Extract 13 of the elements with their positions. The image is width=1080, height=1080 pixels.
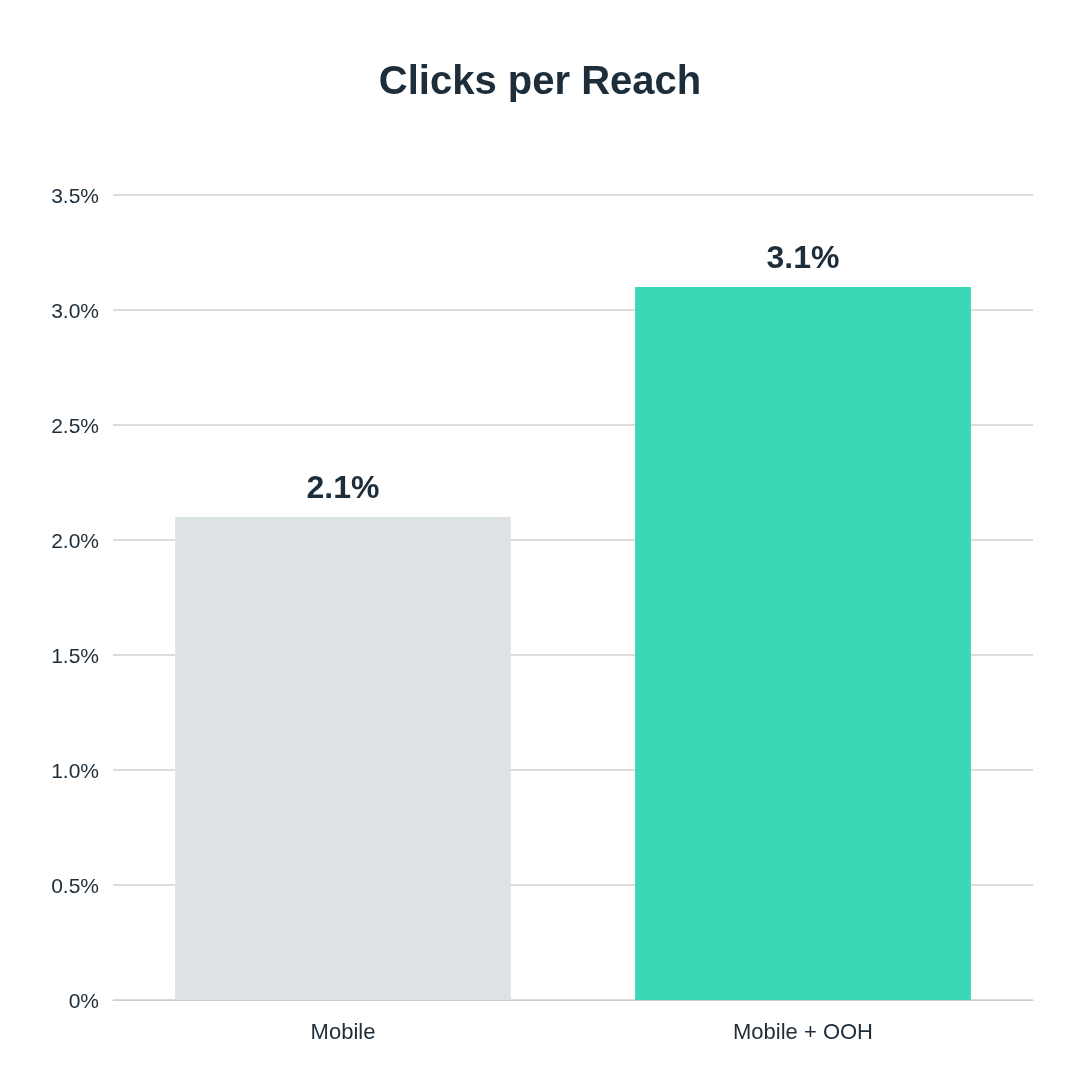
data-label: 3.1% (766, 239, 840, 275)
y-tick-label: 3.5% (51, 183, 99, 207)
chart-title: Clicks per Reach (378, 58, 702, 102)
y-tick-label: 2.5% (51, 413, 99, 437)
x-tick-label: Mobile (310, 1018, 376, 1044)
y-tick-label: 0.5% (51, 873, 99, 897)
x-tick-label: Mobile + OOH (733, 1018, 873, 1044)
y-tick-label: 2.0% (51, 528, 99, 552)
y-tick-label: 1.5% (51, 643, 99, 667)
y-tick-label: 3.0% (51, 298, 99, 322)
y-tick-label: 1.0% (51, 758, 99, 782)
data-label: 2.1% (306, 469, 380, 505)
y-tick-label: 0% (68, 988, 99, 1012)
